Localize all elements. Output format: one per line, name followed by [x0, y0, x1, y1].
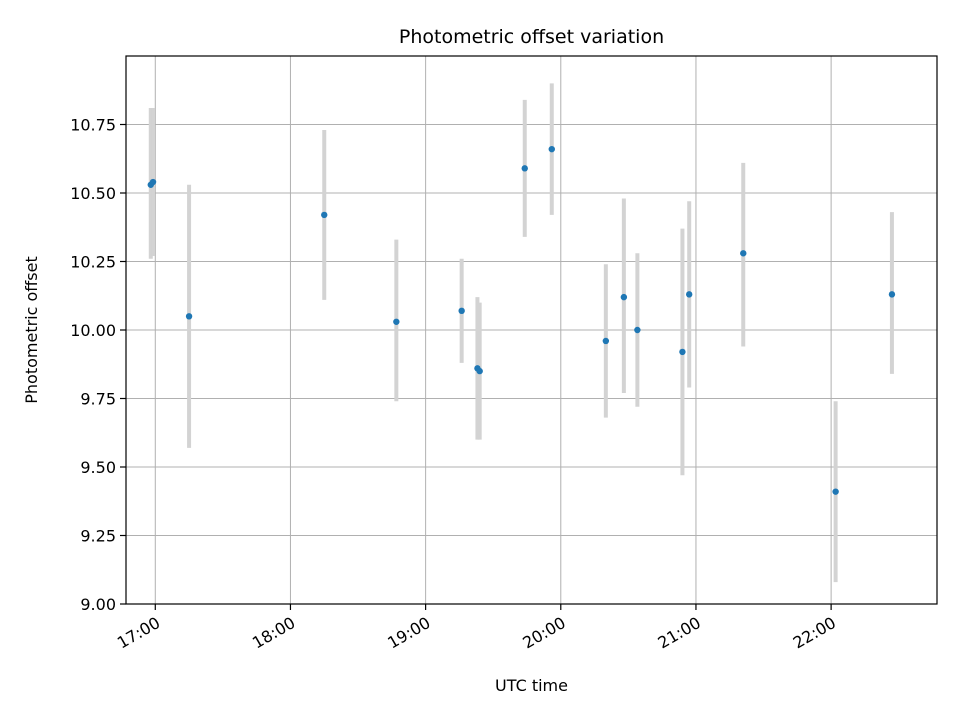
y-tick-label: 9.50	[80, 458, 116, 477]
data-point	[685, 291, 693, 298]
data-point	[185, 313, 193, 320]
data-point	[149, 178, 157, 186]
y-tick-label: 9.75	[80, 390, 116, 409]
data-points	[147, 145, 896, 495]
data-point	[321, 211, 328, 219]
data-point	[740, 250, 747, 257]
data-point	[634, 326, 641, 334]
y-tick-label: 10.25	[70, 253, 116, 272]
data-point	[458, 307, 465, 315]
y-tick-label: 10.75	[70, 116, 116, 135]
y-tick-label: 9.00	[80, 595, 116, 614]
data-point	[521, 165, 528, 172]
y-tick-label: 10.50	[70, 184, 116, 203]
y-tick-label: 10.00	[70, 321, 116, 340]
data-point	[620, 293, 628, 301]
grid-lines	[126, 56, 937, 605]
data-point	[602, 337, 610, 345]
data-point	[548, 145, 555, 153]
y-axis-label: Photometric offset	[22, 256, 41, 404]
chart-title: Photometric offset variation	[399, 26, 664, 48]
y-tick-label: 9.25	[80, 527, 116, 546]
data-point	[476, 367, 483, 375]
data-point	[679, 348, 686, 356]
x-axis-label: UTC time	[495, 676, 568, 695]
data-point	[832, 488, 839, 495]
data-point	[888, 291, 896, 298]
y-axis-ticks: 9.00 9.25 9.50 9.75 10.00 10.25 10.50 10.75	[70, 116, 126, 614]
data-point	[393, 318, 400, 325]
